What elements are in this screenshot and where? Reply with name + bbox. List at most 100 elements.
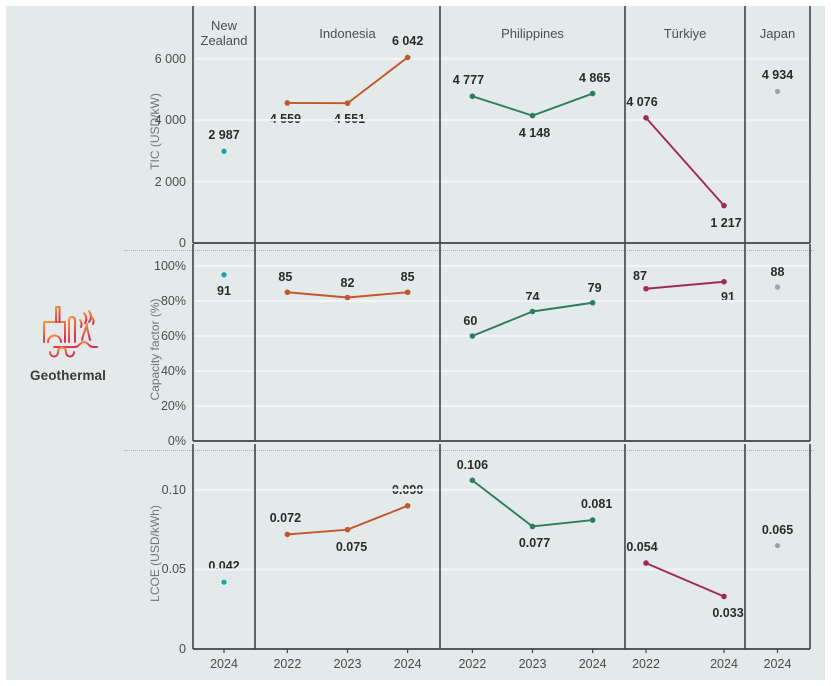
data-point-marker (721, 593, 727, 600)
data-point-marker (589, 517, 596, 523)
data-value-label: 2 987 (208, 128, 240, 143)
plot-capacity-factor (192, 244, 811, 442)
plot-lcoe (192, 444, 811, 653)
x-axis-tick-label: 2024 (210, 657, 238, 671)
plot-tic (192, 6, 811, 244)
data-value-label: 82 (340, 275, 355, 290)
data-value-label: 85 (278, 270, 293, 285)
data-point-marker (589, 90, 596, 97)
data-point-marker (344, 100, 351, 107)
data-value-label: 4 148 (518, 125, 551, 140)
data-value-label: 0.077 (518, 536, 551, 551)
data-value-label: 4 934 (761, 68, 794, 83)
data-point-marker (589, 299, 596, 306)
panel-separator-1 (124, 250, 814, 251)
data-point-marker (529, 523, 536, 530)
data-point-marker (469, 477, 476, 484)
data-point-marker (284, 289, 291, 296)
x-axis-tick-label: 2022 (458, 657, 487, 671)
technology-label: Geothermal (29, 368, 107, 383)
data-point-marker (643, 560, 649, 566)
data-value-label: 4 076 (626, 94, 658, 109)
data-point-marker (643, 285, 649, 292)
data-point-marker (774, 284, 781, 290)
data-point-marker (404, 502, 411, 509)
y-axis-tick-label: 0.05 (161, 562, 186, 577)
data-value-label: 0.081 (580, 497, 613, 512)
y-axis-tick-label: 40% (160, 364, 186, 378)
data-value-label: 79 (587, 280, 602, 295)
x-axis-tick-label: 2023 (333, 657, 362, 671)
group-header-türkiye: Türkiye (663, 26, 707, 41)
data-value-label: 87 (633, 268, 647, 283)
data-point-marker (643, 115, 649, 121)
geothermal-plant-icon (38, 306, 98, 358)
group-header-japan: Japan (759, 26, 796, 41)
data-point-marker (469, 333, 476, 339)
x-axis-tick-label: 2022 (273, 657, 302, 671)
y-axis-tick-label: 60% (160, 329, 186, 343)
data-value-label: 0.106 (456, 458, 489, 473)
data-point-marker (404, 289, 411, 296)
x-axis-tick-label: 2023 (518, 657, 547, 671)
data-value-label: 0.054 (626, 540, 658, 555)
data-value-label: 0.075 (335, 539, 368, 554)
data-value-label: 4 865 (578, 70, 611, 85)
data-value-label: 1 217 (710, 215, 742, 230)
data-value-label: 4 559 (269, 111, 302, 126)
data-point-marker (221, 579, 227, 585)
data-value-label: 91 (217, 283, 231, 298)
y-axis-tick-label: 0% (167, 434, 186, 448)
data-point-marker (469, 93, 476, 100)
y-axis-tick-label: 100% (154, 259, 186, 273)
data-point-marker (284, 531, 291, 538)
series-line (645, 117, 725, 207)
data-point-marker (404, 54, 411, 61)
group-header-philippines: Philippines (501, 26, 564, 41)
x-axis-tick-label: 2024 (578, 657, 607, 671)
data-value-label: 6 042 (391, 34, 424, 49)
series-line (645, 562, 725, 598)
data-point-marker (221, 272, 227, 278)
y-axis-tick-label: 80% (160, 294, 186, 308)
data-point-marker (721, 278, 727, 285)
data-point-marker (529, 112, 536, 119)
data-value-label: 60 (463, 314, 478, 328)
series-line (645, 280, 725, 290)
data-value-label: 0.033 (712, 606, 744, 621)
series-line (471, 479, 593, 528)
x-axis-tick-label: 2022 (632, 657, 660, 671)
data-value-label: 88 (770, 265, 785, 279)
data-value-label: 0.065 (761, 522, 794, 537)
y-axis-tick-label: 0 (179, 642, 186, 656)
chart-row-lcoe: LCOE (USD/kWh) 0 0.05 0.10 0.042 0.072 0.075 0.… (0, 444, 831, 671)
data-point-marker (774, 88, 781, 95)
y-axis-tick-label: 6 000 (154, 51, 186, 66)
y-axis-tick-label: 4 000 (154, 113, 186, 128)
data-point-marker (344, 294, 351, 301)
data-point-marker (774, 542, 781, 549)
y-axis-tick-label: 0 (179, 236, 186, 250)
chart-row-capacity-factor: Capacity factor (%) 0% 20% 40% 60% 80% 100% 91 8… (0, 244, 831, 450)
series-line (287, 56, 409, 105)
data-value-label: 85 (400, 270, 415, 285)
series-line (472, 301, 593, 337)
data-value-label: 0.072 (269, 511, 302, 526)
y-axis-tick-label: 0.10 (161, 482, 186, 497)
x-axis-tick-label: 2024 (710, 657, 738, 671)
data-value-label: 4 777 (452, 73, 485, 88)
data-point-marker (221, 148, 227, 154)
technology-block: Geothermal (8, 300, 128, 383)
chart-plate (6, 6, 825, 680)
y-axis-tick-label: 20% (160, 399, 186, 413)
series-line (472, 92, 593, 117)
x-axis-tick-label: 2024 (393, 657, 422, 671)
y-axis-tick-label: 2 000 (154, 174, 186, 189)
group-header-indonesia: Indonesia (319, 26, 376, 41)
panel-separator-2 (124, 450, 814, 451)
data-point-marker (529, 308, 536, 315)
data-point-marker (721, 202, 727, 209)
group-header-new-zealand: New Zealand (200, 18, 248, 48)
